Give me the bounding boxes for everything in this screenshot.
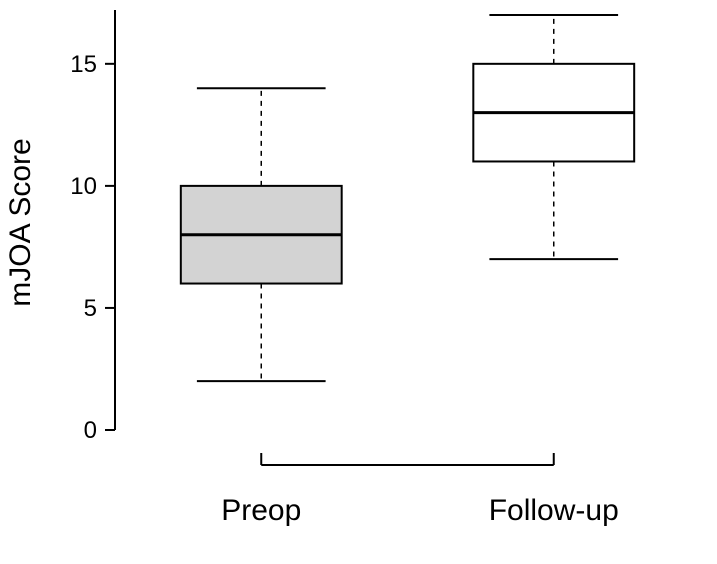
y-axis-label: mJOA Score — [4, 138, 37, 306]
chart-svg: 0 5 10 15 mJOA Score Preop Follow-up — [0, 0, 717, 564]
y-tick-label: 15 — [70, 51, 97, 78]
boxplot-chart: 0 5 10 15 mJOA Score Preop Follow-up — [0, 0, 717, 564]
y-tick-label: 0 — [84, 417, 97, 444]
category-label: Preop — [221, 494, 301, 527]
y-tick-label: 10 — [70, 173, 97, 200]
y-tick-label: 5 — [84, 295, 97, 322]
category-label: Follow-up — [489, 494, 619, 527]
